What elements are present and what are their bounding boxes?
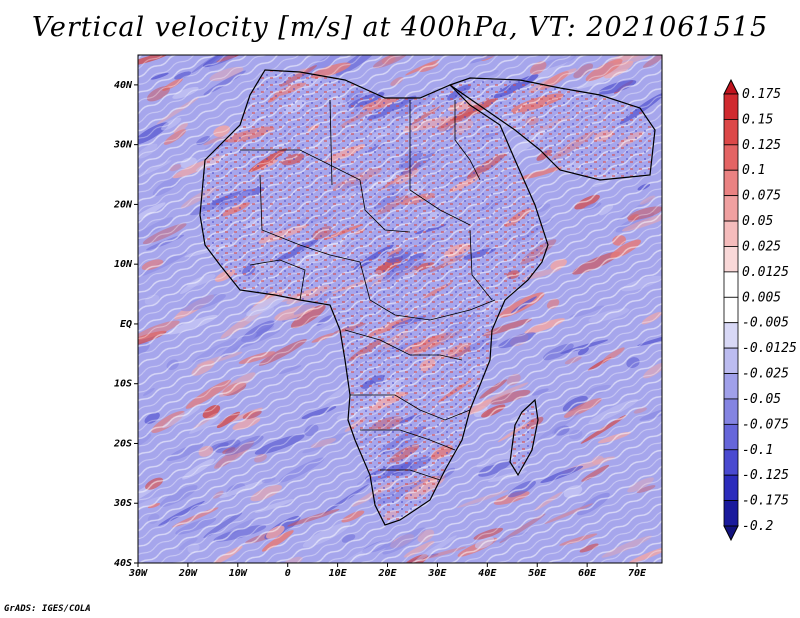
colorbar-swatch bbox=[723, 500, 739, 527]
colorbar-label: -0.1 bbox=[742, 443, 773, 458]
map-frame bbox=[137, 54, 663, 564]
colorbar-label: 0.125 bbox=[742, 138, 781, 153]
colorbar-swatch bbox=[723, 119, 739, 146]
lon-tick-label: 20W bbox=[178, 568, 198, 579]
credit-text: GrADS: IGES/COLA bbox=[4, 604, 91, 614]
lat-tick-label: 10N bbox=[114, 259, 133, 270]
colorbar-label: 0.1 bbox=[742, 163, 765, 178]
colorbar-swatch bbox=[723, 322, 739, 349]
lon-tick-label: 10W bbox=[229, 568, 248, 579]
lon-tick-label: 30E bbox=[427, 568, 447, 579]
colorbar-swatch bbox=[723, 296, 739, 324]
colorbar-label: -0.175 bbox=[742, 494, 789, 509]
colorbar-label: 0.075 bbox=[742, 189, 781, 204]
colorbar-swatch bbox=[723, 449, 739, 476]
country-borders bbox=[240, 99, 496, 481]
lon-tick-label: 40E bbox=[478, 568, 497, 579]
colorbar-swatch bbox=[723, 373, 739, 400]
colorbar-label: -0.075 bbox=[742, 417, 789, 432]
colorbar-swatch bbox=[723, 93, 739, 120]
lon-tick-label: 70E bbox=[628, 568, 647, 579]
colorbar-swatch bbox=[723, 246, 739, 273]
colorbar-swatch bbox=[723, 144, 739, 171]
colorbar-label: -0.2 bbox=[742, 519, 773, 534]
colorbar-label: 0.025 bbox=[742, 239, 781, 254]
lon-tick-label: 10E bbox=[329, 568, 348, 579]
lat-tick-label: 30S bbox=[113, 498, 132, 509]
colorbar-swatch bbox=[723, 220, 739, 247]
colorbar-bottom-arrow bbox=[723, 525, 739, 542]
colorbar-swatch bbox=[723, 398, 739, 425]
colorbar-label: 0.005 bbox=[742, 290, 781, 305]
colorbar-swatch bbox=[723, 169, 739, 197]
lat-tick-label: 10S bbox=[114, 379, 132, 390]
colorbar-swatch bbox=[723, 474, 739, 501]
longitude-axis: 30W 20W 10W 0 10E 20E 30E 40E 50E 60E 70E bbox=[128, 563, 647, 579]
lat-tick-label: 20S bbox=[113, 438, 132, 449]
colorbar-swatch bbox=[723, 347, 739, 374]
lat-tick-label: 20N bbox=[113, 199, 133, 210]
colorbar-top-arrow bbox=[723, 78, 739, 95]
colorbar-label: 0.175 bbox=[742, 87, 781, 102]
colorbar-swatch bbox=[723, 195, 739, 222]
lat-tick-label: 30N bbox=[113, 140, 133, 151]
latitude-axis: 40N 30N 20N 10N EQ 10S 20S 30S 40S bbox=[113, 80, 138, 569]
lon-tick-label: 0 bbox=[285, 568, 291, 579]
colorbar-label: 0.15 bbox=[742, 112, 773, 127]
colorbar-label: -0.125 bbox=[742, 468, 789, 483]
colorbar-label: -0.05 bbox=[742, 392, 781, 407]
lon-tick-label: 60E bbox=[578, 568, 597, 579]
colorbar-swatch bbox=[723, 423, 739, 451]
colorbar-label: -0.005 bbox=[742, 316, 789, 331]
colorbar-label: -0.025 bbox=[742, 367, 789, 382]
colorbar-swatch bbox=[723, 271, 739, 298]
lon-tick-label: 20E bbox=[377, 568, 397, 579]
lon-tick-label: 30W bbox=[128, 568, 148, 579]
lat-tick-label: 40S bbox=[114, 558, 132, 569]
colorbar-label: -0.0125 bbox=[742, 341, 797, 356]
colorbar-label: 0.0125 bbox=[742, 265, 789, 280]
colorbar-legend: 0.175 0.15 0.125 0.1 0.075 0.05 0.025 0.0125 0.0… bbox=[723, 78, 797, 542]
lat-tick-label: 40N bbox=[114, 80, 133, 91]
map-title: Vertical velocity [m/s] at 400hPa, VT: 2… bbox=[31, 12, 769, 43]
africa-coastline bbox=[199, 69, 656, 526]
colorbar-label: 0.05 bbox=[742, 214, 773, 229]
map-plot-area bbox=[138, 55, 662, 563]
lon-tick-label: 50E bbox=[528, 568, 547, 579]
lat-tick-label: EQ bbox=[120, 319, 132, 330]
